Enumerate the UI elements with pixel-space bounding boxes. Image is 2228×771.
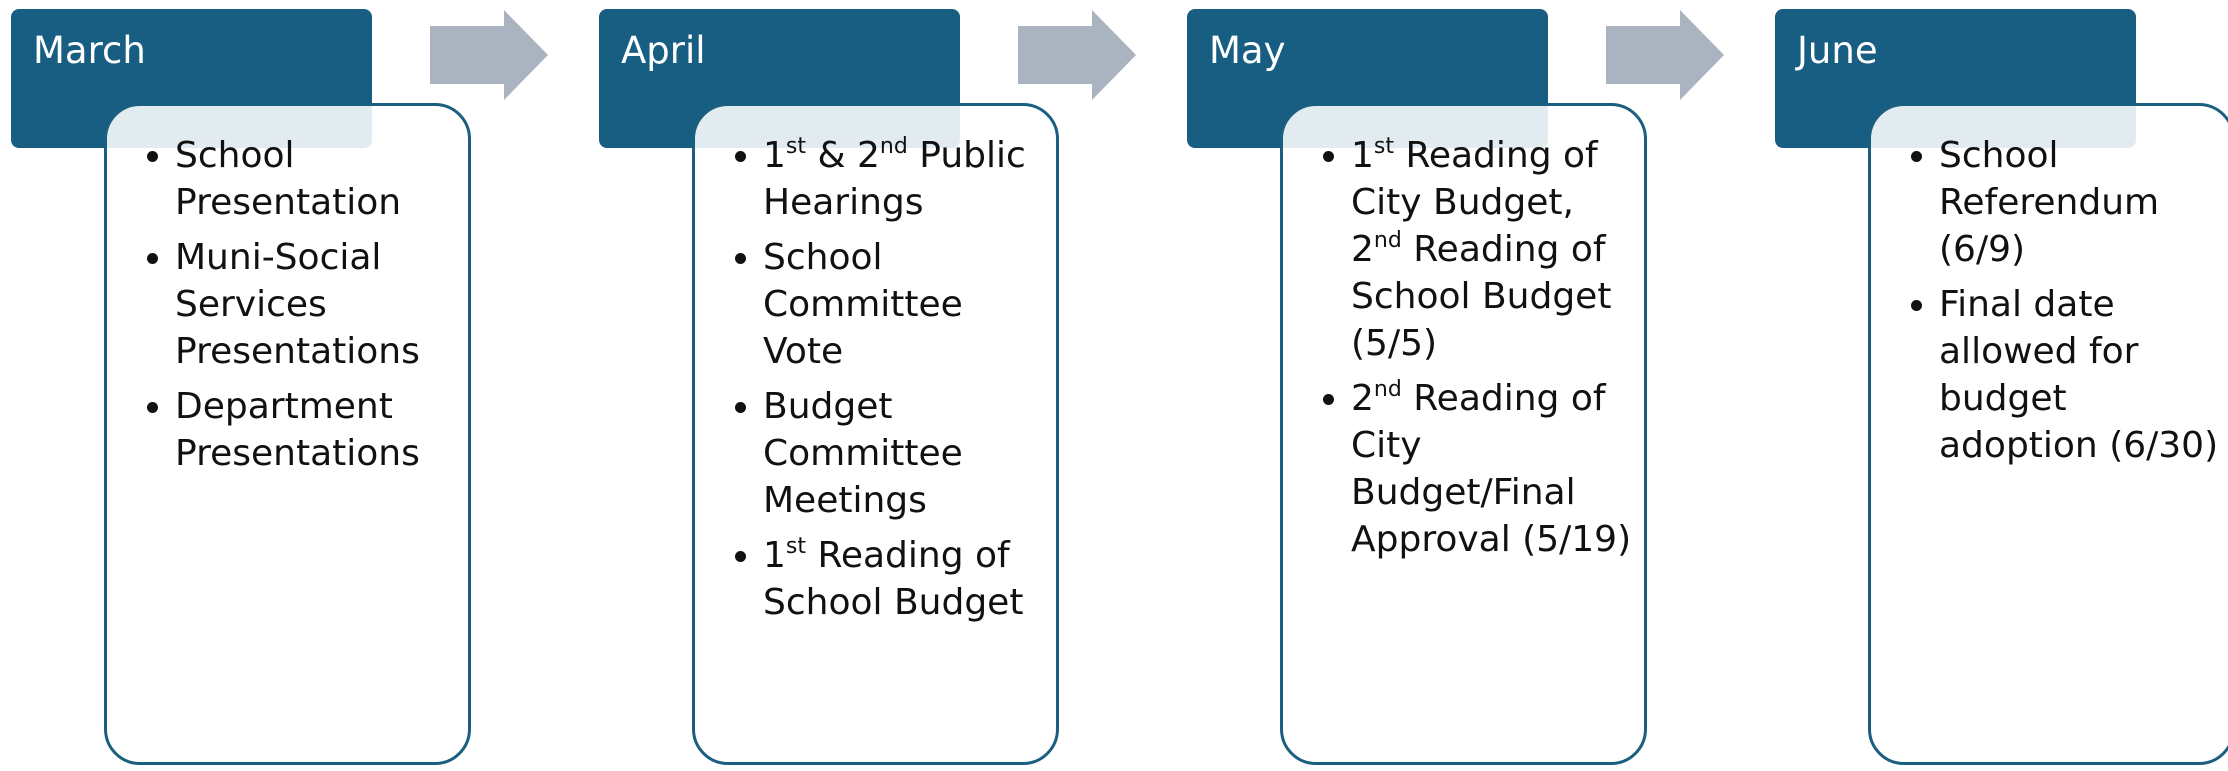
stage-box: 1st Reading of City Budget, 2nd Reading …	[1280, 103, 1647, 765]
stage-box: School PresentationMuni-Social Services …	[104, 103, 471, 765]
stage-box: 1st & 2nd Public HearingsSchool Committe…	[692, 103, 1059, 765]
item: School Committee Vote	[763, 234, 1044, 375]
item: School Referendum (6/9)	[1939, 132, 2220, 273]
item: 2nd Reading of City Budget/Final Approva…	[1351, 375, 1632, 563]
item: Final date allowed for budget adoption (…	[1939, 281, 2220, 469]
arrow-shape	[1606, 10, 1724, 100]
item: 1st & 2nd Public Hearings	[763, 132, 1044, 226]
arrow	[1018, 10, 1136, 100]
item: Muni-Social Services Presentations	[175, 234, 456, 375]
item-list: School PresentationMuni-Social Services …	[107, 106, 468, 477]
arrow	[430, 10, 548, 100]
item-list: School Referendum (6/9)Final date allowe…	[1871, 106, 2228, 469]
arrow-shape	[1018, 10, 1136, 100]
item-list: 1st Reading of City Budget, 2nd Reading …	[1283, 106, 1644, 563]
item: Department Presentations	[175, 383, 456, 477]
item: 1st Reading of School Budget	[763, 532, 1044, 626]
item: Budget Committee Meetings	[763, 383, 1044, 524]
stage-box: School Referendum (6/9)Final date allowe…	[1868, 103, 2228, 765]
arrow	[1606, 10, 1724, 100]
arrow-shape	[430, 10, 548, 100]
item: School Presentation	[175, 132, 456, 226]
item-list: 1st & 2nd Public HearingsSchool Committe…	[695, 106, 1056, 626]
item: 1st Reading of City Budget, 2nd Reading …	[1351, 132, 1632, 367]
